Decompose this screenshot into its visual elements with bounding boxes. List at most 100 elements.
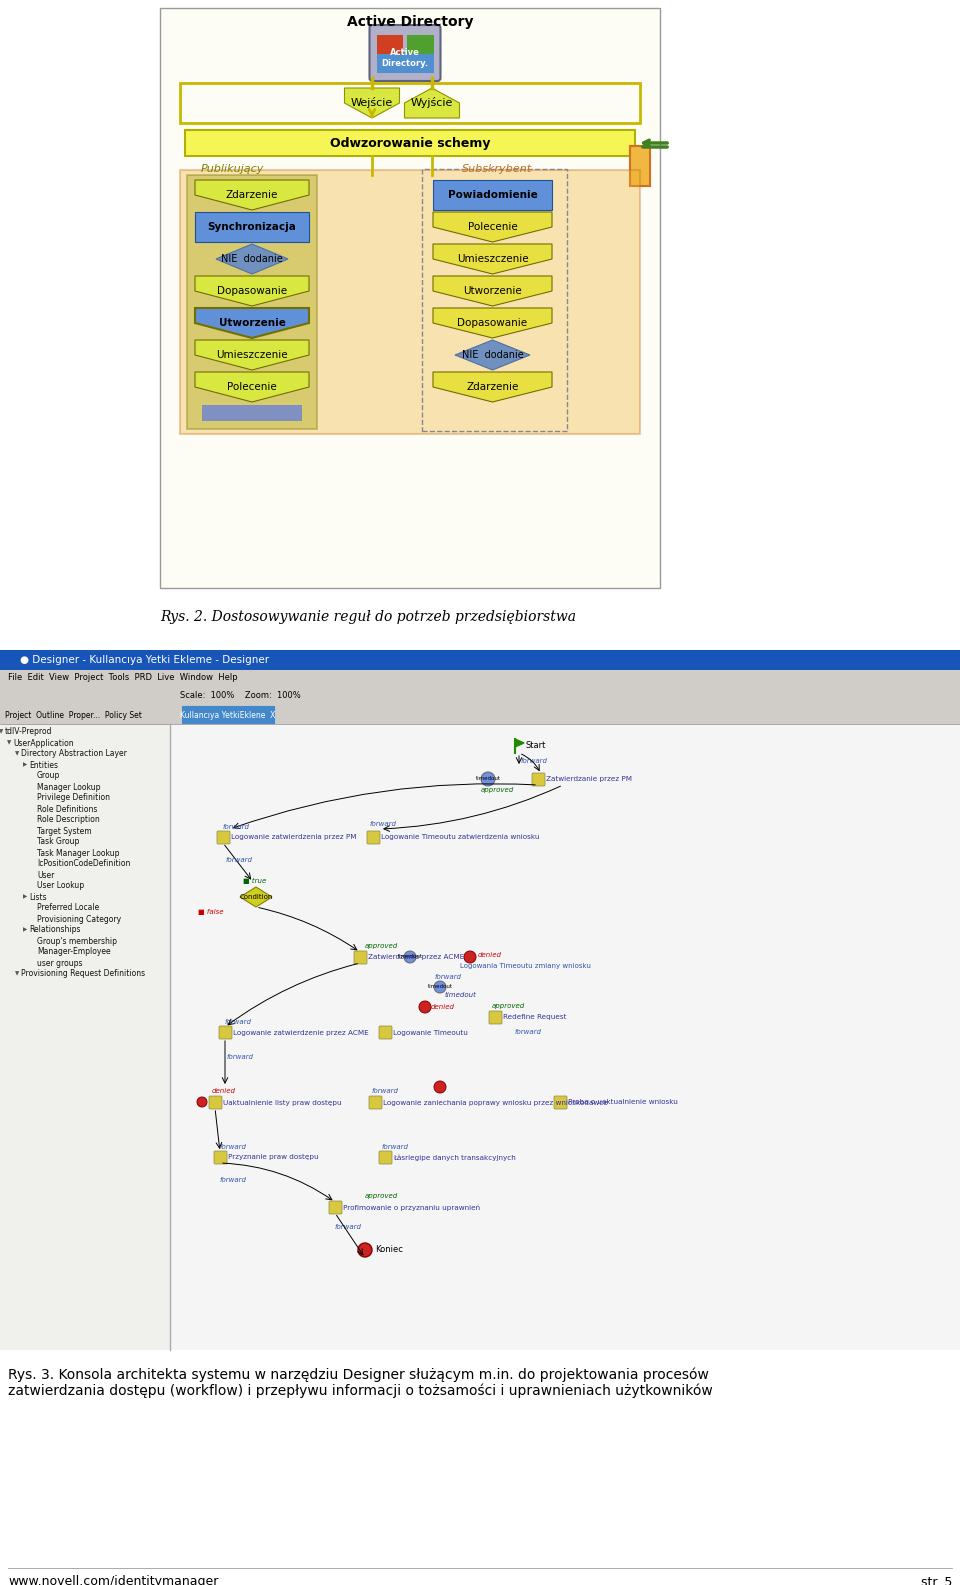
Bar	[630, 146, 650, 185]
Text: zatwierdzania dostępu (workflow) i przepływu informacji o tożsamości i uprawnien: zatwierdzania dostępu (workflow) i przep…	[8, 1384, 712, 1398]
FancyBboxPatch shape	[217, 831, 230, 843]
Text: timedout: timedout	[397, 954, 422, 959]
Text: denied: denied	[212, 1087, 236, 1094]
FancyBboxPatch shape	[209, 1095, 222, 1110]
Bar	[0, 705, 960, 724]
Bar	[376, 35, 403, 54]
Text: Wejście: Wejście	[350, 98, 394, 108]
Polygon shape	[195, 181, 309, 209]
FancyBboxPatch shape	[214, 1151, 227, 1163]
Bar	[422, 170, 567, 431]
Text: Group's membership: Group's membership	[37, 937, 117, 946]
Text: Subskrybent: Subskrybent	[463, 163, 533, 174]
FancyBboxPatch shape	[354, 951, 367, 964]
Text: Zatwierdzanie przez PM: Zatwierdzanie przez PM	[546, 777, 632, 783]
Text: Polecenie: Polecenie	[468, 222, 517, 231]
Text: ● Designer - Kullancıya Yetki Ekleme - Designer: ● Designer - Kullancıya Yetki Ekleme - D…	[20, 655, 269, 666]
Text: Directory Abstraction Layer: Directory Abstraction Layer	[21, 750, 127, 759]
Text: NIE  dodanie: NIE dodanie	[221, 254, 283, 265]
Text: forward: forward	[220, 1144, 247, 1151]
Text: approved: approved	[365, 943, 398, 949]
FancyBboxPatch shape	[379, 1025, 392, 1040]
Text: Przyznanie praw dostępu: Przyznanie praw dostępu	[228, 1154, 319, 1160]
Text: Utworzenie: Utworzenie	[219, 319, 285, 328]
Polygon shape	[515, 739, 524, 747]
FancyBboxPatch shape	[369, 1095, 382, 1110]
Text: ▶: ▶	[23, 927, 27, 932]
FancyBboxPatch shape	[554, 1095, 567, 1110]
Text: Logowanie zaniechania poprawy wniosku przez wnioskodawce: Logowanie zaniechania poprawy wniosku pr…	[383, 1100, 608, 1105]
Text: Logowanie zatwierdzenia przez PM: Logowanie zatwierdzenia przez PM	[231, 834, 356, 840]
Text: approved: approved	[481, 788, 515, 792]
Text: ▼: ▼	[7, 740, 12, 745]
Text: Polecenie: Polecenie	[228, 382, 276, 391]
Text: Logowanie Timeoutu zatwierdzenia wniosku: Logowanie Timeoutu zatwierdzenia wniosku	[381, 834, 540, 840]
Text: ▶: ▶	[23, 762, 27, 767]
Bar	[160, 8, 660, 588]
Text: forward: forward	[225, 1019, 252, 1025]
Text: Umieszczenie: Umieszczenie	[216, 350, 288, 360]
Text: Publikujący: Publikujący	[201, 163, 264, 174]
Text: ■ false: ■ false	[198, 910, 224, 915]
Text: Task Manager Lookup: Task Manager Lookup	[37, 848, 119, 857]
Text: timedout: timedout	[427, 984, 452, 989]
Text: Zdarzenie: Zdarzenie	[467, 382, 518, 391]
Bar	[195, 212, 309, 243]
Circle shape	[358, 1243, 372, 1257]
Text: Project  Outline  Proper...  Policy Set: Project Outline Proper... Policy Set	[5, 710, 142, 720]
Text: approved: approved	[365, 1194, 398, 1198]
Circle shape	[464, 951, 476, 964]
Circle shape	[419, 1002, 431, 1013]
Text: forward: forward	[515, 1029, 542, 1035]
Text: forward: forward	[372, 1087, 399, 1094]
Polygon shape	[404, 89, 460, 117]
Text: Scale:  100%    Zoom:  100%: Scale: 100% Zoom: 100%	[180, 691, 300, 701]
Text: Active
Directory.: Active Directory.	[381, 48, 428, 68]
Text: str. 5: str. 5	[921, 1575, 952, 1585]
Text: forward: forward	[223, 824, 250, 831]
Text: ▼: ▼	[15, 972, 19, 976]
Text: Dopasowanie: Dopasowanie	[217, 285, 287, 296]
Polygon shape	[216, 244, 288, 274]
Text: approved: approved	[492, 1003, 525, 1010]
Text: Rys. 2. Dostosowywanie reguł do potrzeb przedsiębiorstwa: Rys. 2. Dostosowywanie reguł do potrzeb …	[160, 610, 576, 624]
FancyBboxPatch shape	[329, 1201, 342, 1214]
Text: Powiadomienie: Powiadomienie	[447, 190, 538, 200]
Text: forward: forward	[220, 1178, 247, 1182]
Text: denied: denied	[431, 1003, 455, 1010]
Polygon shape	[433, 212, 552, 243]
Bar	[0, 724, 170, 1350]
Text: denied: denied	[478, 953, 502, 957]
Text: forward: forward	[382, 1144, 409, 1151]
Text: Koniec: Koniec	[375, 1246, 403, 1254]
Text: forward: forward	[435, 975, 462, 980]
Bar	[433, 181, 552, 209]
Bar	[180, 170, 640, 434]
Polygon shape	[433, 276, 552, 306]
Text: user groups: user groups	[37, 959, 83, 967]
FancyBboxPatch shape	[370, 25, 441, 81]
Bar	[185, 130, 635, 155]
Text: Logowania Timeoutu zmiany wniosku: Logowania Timeoutu zmiany wniosku	[460, 964, 590, 968]
Polygon shape	[195, 372, 309, 403]
Text: forward: forward	[335, 1224, 362, 1230]
Polygon shape	[433, 244, 552, 274]
Text: Utworzenie: Utworzenie	[463, 285, 522, 296]
Text: Group: Group	[37, 772, 60, 780]
Text: File  Edit  View  Project  Tools  PRD  Live  Window  Help: File Edit View Project Tools PRD Live Wi…	[8, 674, 238, 683]
Text: Kullancıya YetkiEklene  X: Kullancıya YetkiEklene X	[180, 710, 276, 720]
Text: Preferred Locale: Preferred Locale	[37, 903, 99, 913]
Text: Role Definitions: Role Definitions	[37, 805, 97, 813]
Text: Zatwierdzenie przez ACME: Zatwierdzenie przez ACME	[368, 954, 465, 961]
Polygon shape	[345, 89, 399, 117]
Text: forward: forward	[370, 821, 397, 827]
Bar	[407, 35, 434, 54]
Circle shape	[197, 1097, 207, 1106]
Text: Synchronizacja: Synchronizacja	[207, 222, 297, 231]
Text: ▶: ▶	[23, 894, 27, 900]
Text: timedout: timedout	[475, 777, 500, 781]
Bar	[170, 724, 960, 1350]
Text: Uaktualnienie listy praw dostępu: Uaktualnienie listy praw dostępu	[223, 1100, 342, 1105]
Text: Entities: Entities	[29, 761, 58, 769]
FancyBboxPatch shape	[219, 1025, 232, 1040]
